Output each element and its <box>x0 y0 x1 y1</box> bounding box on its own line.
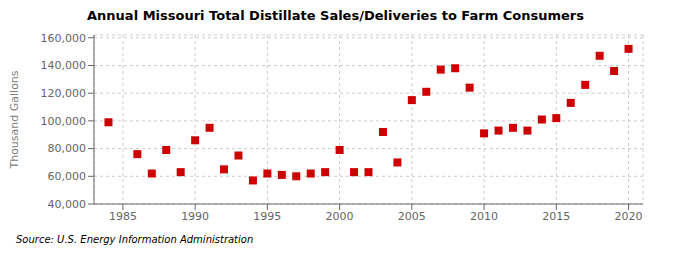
svg-text:2010: 2010 <box>470 210 498 223</box>
svg-text:1995: 1995 <box>253 210 281 223</box>
svg-text:80,000: 80,000 <box>48 142 87 155</box>
svg-text:1990: 1990 <box>181 210 209 223</box>
svg-text:Thousand Gallons: Thousand Gallons <box>8 70 21 169</box>
svg-text:160,000: 160,000 <box>41 32 87 45</box>
svg-text:2015: 2015 <box>542 210 570 223</box>
html-text:Source: U.S. Energy Informatio: Source: U.S. Energy Information Administ… <box>16 234 254 245</box>
svg-text:2000: 2000 <box>326 210 354 223</box>
svg-text:2020: 2020 <box>615 210 643 223</box>
svg-text:140,000: 140,000 <box>41 59 87 72</box>
svg-text:2005: 2005 <box>398 210 426 223</box>
html-text:Annual Missouri Total Distilla: Annual Missouri Total Distillate Sales/D… <box>87 8 584 23</box>
svg-text:1985: 1985 <box>109 210 137 223</box>
svg-text:60,000: 60,000 <box>48 170 87 183</box>
svg-text:120,000: 120,000 <box>41 87 87 100</box>
svg-text:100,000: 100,000 <box>41 115 87 128</box>
svg-text:40,000: 40,000 <box>48 198 87 211</box>
